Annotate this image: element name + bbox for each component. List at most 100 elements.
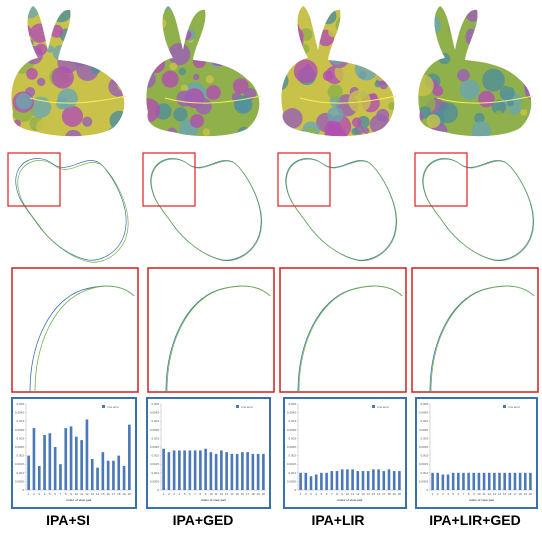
bunny-patch [135, 128, 152, 145]
bar [447, 475, 450, 490]
bunny-patch [30, 23, 49, 42]
bunny-patch [120, 69, 127, 76]
bunny-patch [426, 114, 440, 128]
bar [43, 435, 46, 490]
bar [236, 454, 239, 490]
x-tick-label: 18 [518, 492, 522, 496]
bunny-patch [523, 7, 538, 22]
bunny-patch [181, 30, 191, 40]
bar [162, 449, 165, 490]
bunny-patch [269, 71, 289, 91]
bar [210, 452, 213, 490]
bunny-patch [137, 70, 156, 89]
y-tick-label: 0.0045 [287, 411, 297, 415]
bunny-patch [11, 45, 21, 55]
bunny-patch [346, 29, 360, 43]
y-tick-label: 0.0025 [419, 445, 429, 449]
bunny-patch [390, 132, 401, 143]
bar [96, 468, 99, 490]
bunny-patch [475, 17, 494, 36]
bunny-patch [351, 128, 359, 136]
bunny-patch [117, 79, 129, 91]
y-tick-label: 0.003 [288, 436, 296, 440]
bar [524, 473, 527, 490]
bar [452, 473, 455, 490]
bunny-patch [495, 15, 514, 34]
bunny-patch [515, 59, 528, 72]
bar [112, 461, 115, 490]
bunny-patch [101, 54, 109, 62]
bunny-patch [251, 0, 263, 6]
x-tick-label: 15 [101, 492, 105, 496]
y-tick-label: 0.001 [420, 471, 428, 475]
bar [372, 469, 375, 490]
bunny-patch [244, 43, 254, 53]
bar [86, 419, 89, 490]
x-tick-label: 17 [246, 492, 250, 496]
bunny-patch [14, 120, 21, 127]
bunny-patch [388, 102, 396, 110]
y-tick-label: 0.003 [151, 436, 159, 440]
bunny-patch [36, 119, 53, 136]
bar [357, 471, 360, 490]
x-tick-label: 20 [128, 492, 132, 496]
bar [514, 473, 517, 490]
x-tick-label: 10 [209, 492, 213, 496]
bunny-patch [522, 48, 542, 71]
bar [478, 473, 481, 490]
bunny-patch [181, 5, 196, 20]
bunny-patch [241, 52, 254, 65]
bunny-patch [136, 61, 150, 75]
bunny-patch [526, 66, 539, 79]
bunny-texture [407, 0, 542, 140]
bar [128, 425, 131, 490]
bunny-patch [58, 88, 78, 108]
bar [529, 473, 532, 490]
bunny-patch [193, 74, 199, 80]
bar [117, 456, 120, 490]
bunny-texture [269, 0, 405, 148]
bar [189, 450, 192, 490]
bunny-patch [481, 14, 492, 25]
x-tick-label: 11 [215, 492, 218, 496]
bunny-patch [175, 137, 181, 143]
bar [519, 473, 522, 490]
x-tick-label: 19 [524, 492, 528, 496]
x-tick-label: 19 [256, 492, 260, 496]
bunny-patch [179, 68, 186, 75]
y-tick-label: 0.003 [420, 436, 428, 440]
bunny-patch [379, 46, 400, 67]
bunny-patch [530, 61, 536, 67]
bunny-patch [326, 5, 334, 13]
bar [54, 447, 57, 490]
x-tick-label: 10 [75, 492, 79, 496]
bunny-patch [81, 14, 97, 30]
y-tick-label: 0.0035 [287, 428, 297, 432]
bar [262, 454, 265, 490]
bunny-patch [460, 80, 480, 100]
bunny-patch [282, 108, 303, 129]
y-tick-label: 0.0045 [419, 411, 429, 415]
bunny-patch [195, 98, 211, 114]
x-tick-label: 18 [117, 492, 121, 496]
bunny-patch [457, 69, 470, 82]
bunny-patch [69, 0, 81, 9]
contour [286, 159, 396, 261]
x-tick-label: 12 [85, 492, 89, 496]
x-tick-label: 14 [230, 492, 234, 496]
bunny-patch [349, 17, 355, 23]
x-tick-label: 20 [398, 492, 402, 496]
y-tick-label: 0.005 [288, 402, 296, 406]
column-label: IPA+LIR [311, 512, 364, 528]
y-tick-label: 0.002 [420, 454, 428, 458]
bunny-patch [419, 27, 428, 36]
x-tick-label: 10 [477, 492, 481, 496]
bunny-patch [355, 57, 378, 80]
bar [503, 473, 506, 490]
bunny-patch [233, 128, 253, 148]
bunny-patch [206, 85, 221, 100]
bar [467, 473, 470, 490]
bunny-patch [89, 84, 100, 95]
bar [173, 450, 176, 490]
bunny-patch [78, 12, 96, 30]
